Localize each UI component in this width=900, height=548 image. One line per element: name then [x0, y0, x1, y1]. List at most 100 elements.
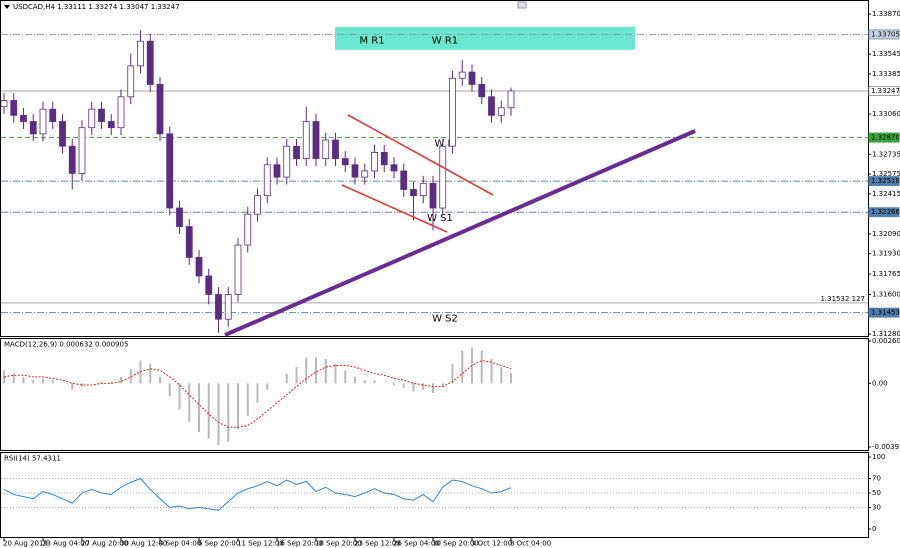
price-panel: [0, 0, 869, 337]
level-box: [868, 29, 900, 40]
candle-body: [332, 139, 339, 159]
candle-body: [312, 121, 320, 159]
candle-body: [410, 189, 417, 197]
scroll-button[interactable]: [517, 1, 527, 9]
y-tick-label: 1.33385: [872, 70, 900, 78]
candle-body: [371, 152, 378, 172]
candle-body: [458, 71, 466, 79]
candle-body: [322, 139, 330, 159]
x-tick-label: 23 Sep 12:00: [354, 540, 401, 548]
level-box: [868, 132, 900, 143]
channel-upper: [347, 114, 494, 196]
level-label: 1.32870: [871, 134, 900, 142]
y-tick-label: 0: [872, 525, 876, 533]
y-tick-label: 1.33870: [872, 10, 900, 18]
candle-body: [439, 145, 447, 209]
candle-body: [273, 164, 281, 178]
price-title: USDCAD,H4 1.33111 1.33274 1.33047 1.3324…: [13, 3, 180, 11]
candle-body: [244, 213, 252, 246]
candle-body: [302, 121, 310, 159]
level-box: [868, 85, 900, 96]
candle-body: [497, 107, 505, 116]
y-tick-label: 100: [872, 453, 885, 461]
candle-body: [0, 100, 8, 108]
candle-body: [468, 71, 476, 85]
y-tick-label: 1.31765: [872, 270, 900, 278]
candle-body: [10, 100, 18, 116]
y-tick-label: -0.003917: [872, 443, 900, 451]
rsi-panel: [0, 452, 869, 538]
candle-body: [215, 294, 222, 320]
y-tick-label: 30: [872, 503, 881, 511]
candle-body: [361, 170, 369, 178]
x-tick-label: 18 Sep 20:00: [315, 540, 362, 548]
level-label: 1.33247: [871, 87, 900, 95]
x-tick-label: 4 Sep 04:00: [159, 540, 201, 548]
level-label: 1.32518: [871, 177, 900, 185]
y-tick-label: 1.33545: [872, 50, 900, 58]
macd-title: MACD(12,26,9) 0.000632 0.000905: [4, 341, 128, 349]
y-tick-label: 1.31930: [872, 250, 900, 258]
candle-body: [263, 164, 271, 197]
candle-body: [59, 121, 66, 147]
candle-body: [49, 108, 57, 122]
level-label: 1.31453: [871, 309, 900, 317]
candle-body: [185, 226, 193, 258]
pivot-label: W S1: [427, 213, 453, 224]
x-tick-label: 11 Sep 12:00: [237, 540, 284, 548]
y-tick-label: 1.32090: [872, 230, 900, 238]
candle-body: [39, 108, 47, 135]
x-tick-label: 26 Sep 04:00: [393, 540, 440, 548]
candle-body: [88, 108, 96, 129]
x-tick-label: 8 Oct 04:00: [510, 540, 551, 548]
candle-body: [478, 84, 486, 98]
y-tick-label: 1.32415: [872, 190, 900, 198]
candle-body: [224, 294, 232, 320]
candle-body: [400, 170, 408, 190]
candle-body: [488, 96, 495, 116]
candle-body: [137, 40, 144, 67]
candle-body: [195, 257, 203, 277]
candle-body: [127, 65, 135, 98]
x-tick-label: 30 Sep 20:00: [432, 540, 479, 548]
price-overlays: [1, 26, 868, 314]
candle-body: [283, 145, 291, 178]
candle-body: [29, 121, 37, 135]
candle-body: [390, 164, 398, 172]
y-tick-label: 0.002604: [872, 337, 900, 345]
level-box: [868, 176, 900, 187]
rsi-line: [3, 478, 512, 511]
y-tick-label: 1.32735: [872, 150, 900, 158]
candle-body: [351, 164, 359, 178]
y-tick-label: 70: [872, 475, 881, 483]
x-tick-label: 23 Aug 04:00: [42, 540, 89, 548]
candle-body: [156, 84, 164, 135]
y-tick-label: 1.32575: [872, 170, 900, 178]
candle-body: [293, 145, 300, 159]
candle-body: [507, 90, 515, 109]
candle-body: [98, 108, 105, 122]
rsi-title: RSI(14) 57.4311: [4, 455, 61, 463]
y-tick-label: 0.00: [872, 379, 888, 387]
x-tick-label: 16 Sep 20:00: [276, 540, 323, 548]
pivot-label: W P: [434, 139, 453, 150]
pivot-label: W S2: [432, 314, 458, 325]
candle-body: [380, 152, 388, 166]
x-tick-label: 6 Sep 20:00: [198, 540, 240, 548]
level-label: 1.33705: [871, 30, 900, 38]
signal-line: [3, 360, 512, 428]
x-tick-label: 30 Aug 12:00: [120, 540, 167, 548]
x-tick-label: 3 Oct 12:00: [471, 540, 512, 548]
candle-body: [176, 207, 183, 227]
candle-body: [117, 96, 125, 129]
macd-panel: [0, 338, 869, 451]
candle-body: [449, 77, 456, 147]
candle-body: [419, 182, 427, 197]
pivot-label: M R1: [359, 35, 384, 46]
candle-body: [78, 127, 86, 174]
menu-arrow[interactable]: [4, 5, 10, 9]
candle-body: [68, 145, 76, 174]
level-box: [868, 307, 900, 318]
candle-body: [20, 114, 27, 122]
